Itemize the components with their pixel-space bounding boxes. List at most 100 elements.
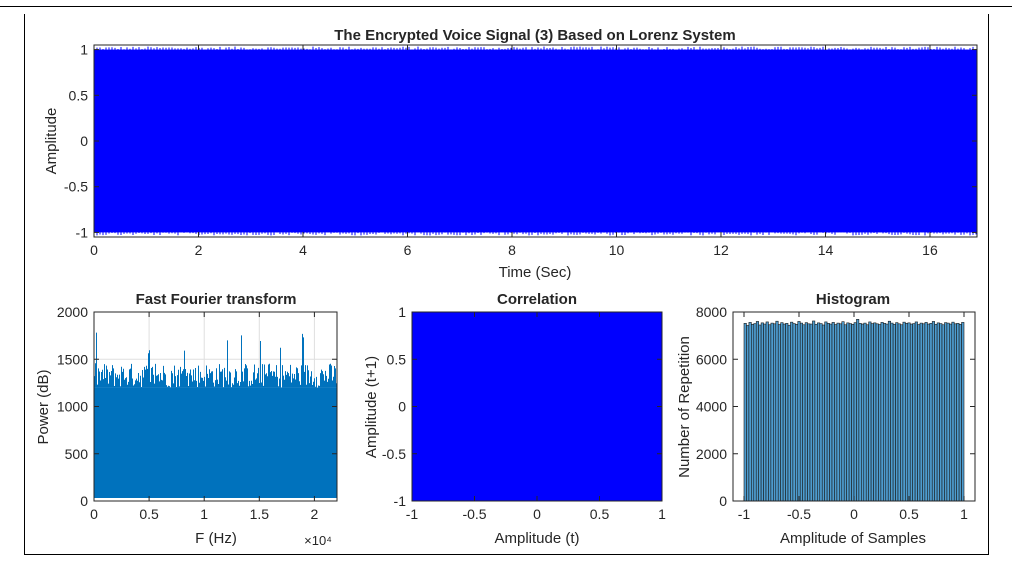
histogram-bar — [905, 323, 909, 502]
histogram-bar — [748, 322, 752, 502]
signal-ytick-label: -0.5 — [64, 179, 88, 195]
fft-xtick-label: 1 — [200, 506, 208, 522]
histogram-bar — [870, 323, 874, 502]
fft-x-ticks: 0 0.5 1 1.5 2 — [90, 312, 319, 522]
histogram-bar — [895, 322, 899, 502]
histogram-title: Histogram — [816, 291, 890, 308]
top-rule — [0, 6, 1012, 7]
histogram-bar — [799, 322, 803, 502]
histogram-bar — [758, 324, 762, 502]
histogram-bar — [868, 321, 872, 502]
histogram-marks — [743, 319, 965, 502]
histogram-bar — [958, 323, 962, 502]
histogram-bar — [746, 325, 750, 502]
histogram-bar — [941, 324, 945, 502]
histogram-bar — [829, 323, 833, 502]
correlation-xtick-label: 1 — [658, 506, 666, 522]
signal-ytick-label: 1 — [80, 42, 88, 58]
histogram-bar — [831, 322, 835, 502]
correlation-x-ticks: -1 -0.5 0 0.5 1 — [406, 312, 666, 522]
signal-marks — [93, 46, 977, 236]
histogram-bar — [824, 321, 828, 502]
histogram-ylabel: Number of Repetition — [676, 336, 693, 478]
correlation-ytick-label: 0.5 — [387, 351, 407, 367]
signal-xtick-label: 10 — [609, 242, 625, 258]
histogram-bar — [917, 324, 921, 502]
signal-ytick-label: 0 — [80, 133, 88, 149]
histogram-bar — [780, 322, 784, 502]
histogram-bar — [880, 322, 884, 502]
histogram-bar — [775, 320, 779, 502]
fft-xtick-label: 1.5 — [250, 506, 270, 522]
correlation-ylabel: Amplitude (t+1) — [363, 356, 380, 458]
histogram-bar — [961, 322, 965, 502]
histogram-bar — [782, 323, 786, 502]
histogram-bar — [890, 322, 894, 502]
histogram-bar — [912, 323, 916, 502]
histogram-xtick-label: 1 — [960, 506, 968, 522]
histogram-bar — [787, 324, 791, 502]
histogram-ytick-label: 2000 — [696, 446, 727, 462]
histogram-ytick-label: 0 — [719, 493, 727, 509]
histogram-bar — [817, 322, 821, 502]
fft-xtick-label: 2 — [311, 506, 319, 522]
correlation-y-ticks: -1 -0.5 0 0.5 1 — [382, 304, 662, 509]
histogram-bar — [836, 322, 840, 502]
histogram-bar — [790, 321, 794, 502]
histogram-bar — [826, 323, 830, 502]
correlation-xtick-label: -0.5 — [462, 506, 486, 522]
signal-xtick-label: 16 — [922, 242, 938, 258]
histogram-bar — [834, 324, 838, 502]
correlation-ytick-label: -0.5 — [382, 446, 406, 462]
correlation-plot: Correlation -1 -0.5 0 0.5 1 -1 -0.5 0 0.5 1 Ampl… — [363, 291, 666, 547]
histogram-bar — [785, 323, 789, 502]
fft-ytick-label: 1500 — [57, 351, 88, 367]
histogram-plot: Histogram -1 -0.5 0 0.5 1 02000400060008000 … — [676, 291, 976, 547]
histogram-ytick-label: 4000 — [696, 399, 727, 415]
signal-y-ticks: -1 -0.5 0 0.5 1 — [64, 42, 977, 240]
signal-xtick-label: 8 — [508, 242, 516, 258]
histogram-bar — [946, 322, 950, 502]
fft-title: Fast Fourier transform — [136, 291, 297, 308]
correlation-marks — [412, 312, 662, 501]
fft-ytick-label: 1000 — [57, 399, 88, 415]
figure-frame-bottom — [24, 554, 989, 555]
signal-title: The Encrypted Voice Signal (3) Based on … — [334, 27, 735, 44]
histogram-bar — [814, 323, 818, 502]
signal-xtick-label: 2 — [195, 242, 203, 258]
correlation-xlabel: Amplitude (t) — [494, 530, 579, 547]
histogram-bar — [934, 323, 938, 502]
histogram-bar — [914, 321, 918, 502]
correlation-ytick-label: 0 — [398, 399, 406, 415]
correlation-xtick-label: -1 — [406, 506, 419, 522]
histogram-bar — [773, 323, 777, 502]
histogram-bar — [765, 321, 769, 502]
histogram-bar — [755, 321, 759, 502]
histogram-bar — [839, 323, 843, 502]
histogram-bar — [951, 321, 955, 502]
signal-xtick-label: 6 — [404, 242, 412, 258]
histogram-bar — [892, 323, 896, 502]
histogram-bar — [897, 323, 901, 502]
histogram-bar — [846, 322, 850, 502]
histogram-bar — [851, 323, 855, 502]
histogram-bar — [953, 323, 957, 502]
histogram-xtick-label: 0.5 — [899, 506, 919, 522]
histogram-bar — [804, 322, 808, 502]
histogram-bar — [922, 323, 926, 502]
histogram-bar — [821, 324, 825, 502]
histogram-bar — [792, 323, 796, 502]
correlation-title: Correlation — [497, 291, 577, 308]
histogram-bar — [743, 323, 747, 502]
signal-ytick-label: 0.5 — [69, 87, 89, 103]
histogram-bar — [865, 324, 869, 502]
histogram-xtick-label: -1 — [738, 506, 751, 522]
fft-xlabel: F (Hz) — [195, 530, 237, 547]
histogram-bar — [843, 324, 847, 502]
fft-y-ticks: 0 500 1000 1500 2000 — [57, 304, 337, 509]
histogram-bar — [900, 324, 904, 502]
fft-ylabel: Power (dB) — [35, 369, 52, 444]
histogram-bar — [931, 321, 935, 502]
histogram-bar — [819, 323, 823, 502]
histogram-bar — [760, 322, 764, 502]
